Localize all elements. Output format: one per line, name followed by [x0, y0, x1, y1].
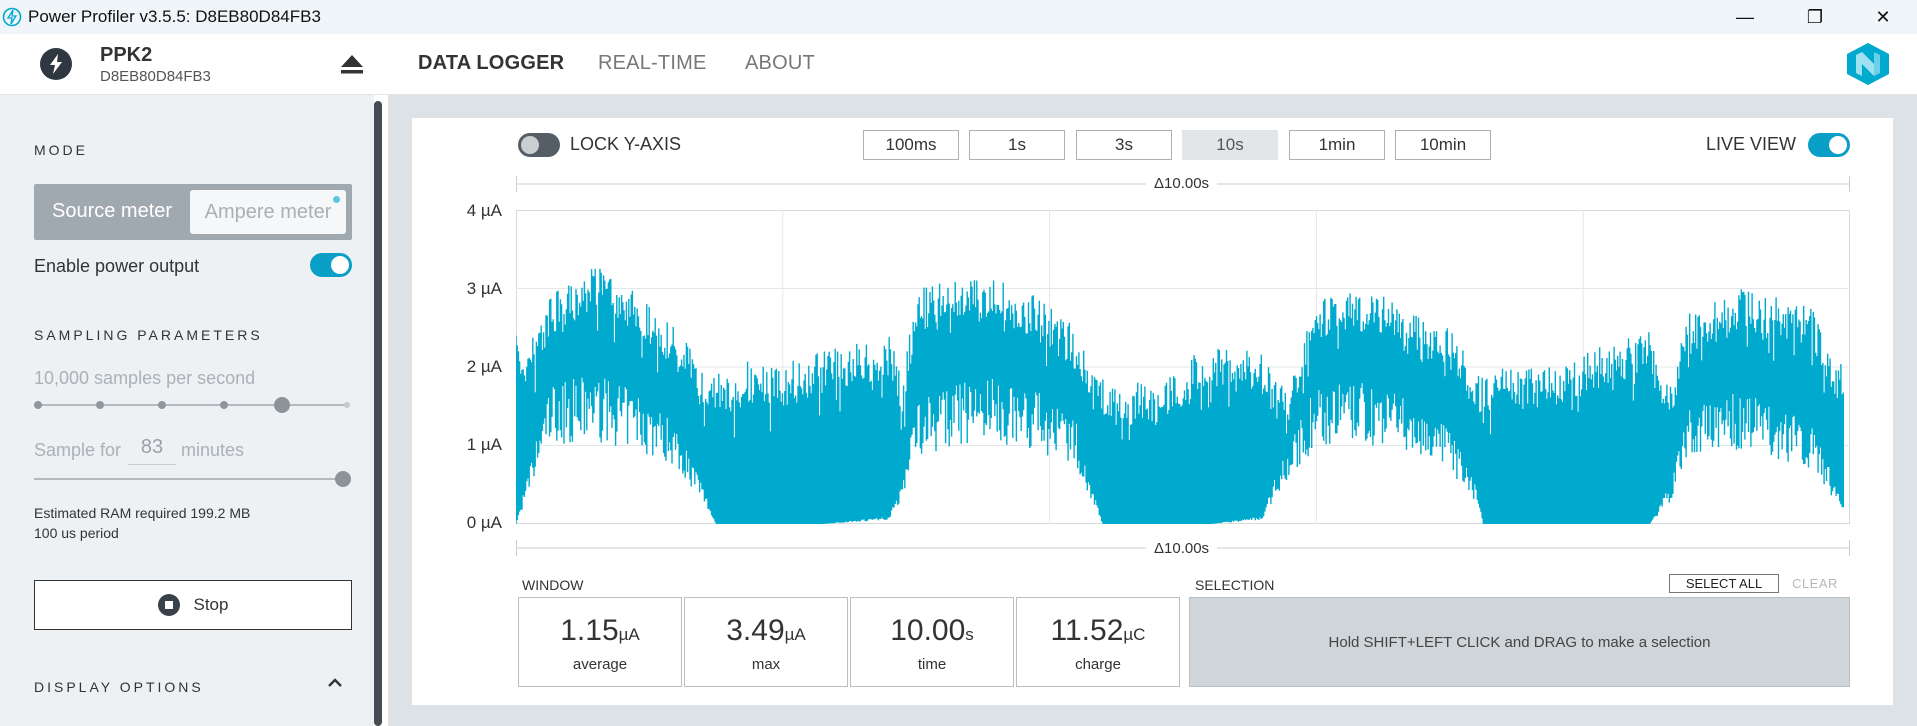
lock-y-axis-toggle[interactable]: [518, 133, 560, 157]
chevron-up-icon[interactable]: [326, 676, 344, 690]
y-tick-label: 4 µA: [466, 201, 502, 220]
sample-rate-step[interactable]: [96, 401, 104, 409]
power-profiler-app-icon: [2, 7, 22, 27]
tab-data-logger[interactable]: DATA LOGGER: [418, 52, 565, 74]
stat-max-unit: µA: [784, 625, 806, 644]
stat-average-unit: µA: [618, 625, 640, 644]
ram-estimate: Estimated RAM required 199.2 MB: [34, 505, 251, 521]
device-icon[interactable]: [40, 48, 72, 80]
window-10s-button[interactable]: 10s: [1182, 130, 1278, 160]
stop-label: Stop: [193, 595, 229, 614]
sidebar-scrollbar[interactable]: [374, 101, 382, 726]
sample-rate-step[interactable]: [220, 401, 228, 409]
enable-power-toggle[interactable]: [310, 253, 352, 277]
sample-period: 100 us period: [34, 525, 119, 541]
sample-for-suffix: minutes: [181, 440, 245, 460]
device-name[interactable]: PPK2: [100, 44, 153, 66]
window-title: Power Profiler v3.5.5: D8EB80D84FB3: [28, 7, 321, 26]
selection-area[interactable]: Hold SHIFT+LEFT CLICK and DRAG to make a…: [1189, 597, 1850, 687]
stat-time: 10.00s time: [850, 597, 1014, 687]
lock-y-axis-label: LOCK Y-AXIS: [570, 134, 682, 154]
stat-max: 3.49µA max: [684, 597, 848, 687]
window-section-title: WINDOW: [522, 577, 584, 593]
stat-max-value: 3.49: [726, 614, 785, 647]
nordic-logo-icon: [1847, 43, 1889, 85]
select-all-button[interactable]: SELECT ALL: [1669, 574, 1779, 593]
stat-average: 1.15µA average: [518, 597, 682, 687]
mode-source-meter[interactable]: Source meter: [52, 200, 173, 222]
bottom-duration-label: Δ10.00s: [1146, 540, 1218, 557]
enable-power-label: Enable power output: [34, 256, 200, 276]
sample-for-prefix: Sample for: [34, 440, 122, 460]
sample-duration-input[interactable]: 83: [128, 436, 176, 465]
stop-icon: [157, 594, 180, 616]
window-3s-button[interactable]: 3s: [1076, 130, 1172, 160]
window-10min-button[interactable]: 10min: [1395, 130, 1491, 160]
tab-real-time[interactable]: REAL-TIME: [598, 52, 707, 74]
y-tick-label: 2 µA: [466, 357, 502, 376]
stat-time-label: time: [917, 656, 947, 673]
mode-section-title: MODE: [34, 142, 88, 158]
sample-rate-step[interactable]: [34, 401, 42, 409]
mode-indicator-dot: [333, 196, 340, 203]
y-tick-label: 3 µA: [466, 279, 502, 298]
sample-duration-slider-handle[interactable]: [335, 471, 351, 487]
window-1min-button[interactable]: 1min: [1289, 130, 1385, 160]
device-serial[interactable]: D8EB80D84FB3: [100, 68, 211, 85]
top-duration-label: Δ10.00s: [1146, 175, 1218, 192]
sample-rate-slider[interactable]: [38, 404, 350, 406]
sample-rate-step[interactable]: [344, 402, 350, 408]
mode-ampere-meter[interactable]: Ampere meter: [190, 190, 346, 234]
clear-button[interactable]: CLEAR: [1792, 576, 1838, 591]
minimize-button[interactable]: —: [1736, 6, 1754, 27]
tab-about[interactable]: ABOUT: [745, 52, 815, 74]
display-options-title[interactable]: DISPLAY OPTIONS: [34, 679, 204, 695]
mode-ampere-label: Ampere meter: [204, 200, 332, 223]
stat-charge-unit: µC: [1123, 625, 1146, 644]
lightning-icon: [50, 54, 62, 74]
stat-average-value: 1.15: [560, 614, 619, 647]
live-view-label: LIVE VIEW: [1706, 134, 1797, 154]
selection-section-title: SELECTION: [1195, 577, 1275, 593]
app-header: PPK2 D8EB80D84FB3 DATA LOGGER REAL-TIME …: [0, 34, 1917, 95]
maximize-button[interactable]: ❐: [1806, 6, 1824, 27]
y-tick-label: 1 µA: [466, 435, 502, 454]
eject-icon[interactable]: [339, 52, 365, 78]
sample-rate-step[interactable]: [158, 401, 166, 409]
sampling-section-title: SAMPLING PARAMETERS: [34, 327, 263, 343]
title-bar: Power Profiler v3.5.5: D8EB80D84FB3 — ❐ …: [0, 0, 1917, 34]
stat-time-value: 10.00: [890, 614, 966, 647]
samples-per-second-label: 10,000 samples per second: [34, 368, 256, 388]
window-100ms-button[interactable]: 100ms: [863, 130, 959, 160]
live-view-toggle[interactable]: [1808, 133, 1850, 157]
y-tick-label: 0 µA: [466, 513, 502, 532]
window-1s-button[interactable]: 1s: [969, 130, 1065, 160]
stat-time-unit: s: [965, 625, 974, 644]
stat-average-label: average: [572, 656, 628, 673]
sample-rate-slider-handle[interactable]: [274, 397, 290, 413]
sample-duration-slider[interactable]: [34, 478, 344, 480]
mode-switch[interactable]: Source meter Ampere meter: [34, 184, 352, 240]
stat-charge-value: 11.52: [1050, 614, 1124, 647]
current-chart[interactable]: [516, 210, 1850, 524]
selection-hint: Hold SHIFT+LEFT CLICK and DRAG to make a…: [1328, 633, 1711, 651]
stat-max-label: max: [751, 656, 781, 673]
current-series: [516, 268, 1844, 524]
stop-button[interactable]: Stop: [34, 580, 352, 630]
stat-charge: 11.52µC charge: [1016, 597, 1180, 687]
close-button[interactable]: ✕: [1875, 6, 1891, 27]
stat-charge-label: charge: [1075, 656, 1121, 673]
